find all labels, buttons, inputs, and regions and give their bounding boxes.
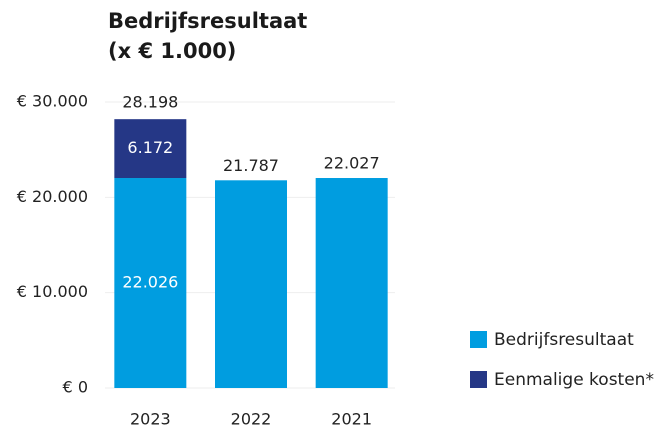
x-tick-label: 2022 <box>231 410 272 428</box>
bar-segment <box>114 178 187 388</box>
legend-swatch <box>470 331 487 348</box>
data-label: 21.787 <box>223 156 279 175</box>
chart-subtitle: (x € 1.000) <box>108 39 236 63</box>
bar-segment <box>315 178 388 388</box>
legend-label: Bedrijfsresultaat <box>494 330 634 350</box>
data-label: 6.172 <box>127 138 173 157</box>
y-tick-label: € 30.000 <box>17 92 88 111</box>
legend-label: Eenmalige kosten* <box>494 370 654 390</box>
y-tick-label: € 10.000 <box>17 282 88 301</box>
legend-swatch <box>470 371 487 388</box>
total-label: 28.198 <box>122 93 178 112</box>
y-tick-label: € 20.000 <box>17 187 88 206</box>
data-label: 22.026 <box>122 273 178 292</box>
data-label: 22.027 <box>324 154 380 173</box>
bar-segment <box>215 180 287 388</box>
chart-title: Bedrijfsresultaat <box>108 9 307 33</box>
x-tick-label: 2023 <box>130 410 171 428</box>
x-tick-label: 2021 <box>331 410 372 428</box>
y-tick-label: € 0 <box>63 378 88 397</box>
bar-segment <box>114 119 187 179</box>
